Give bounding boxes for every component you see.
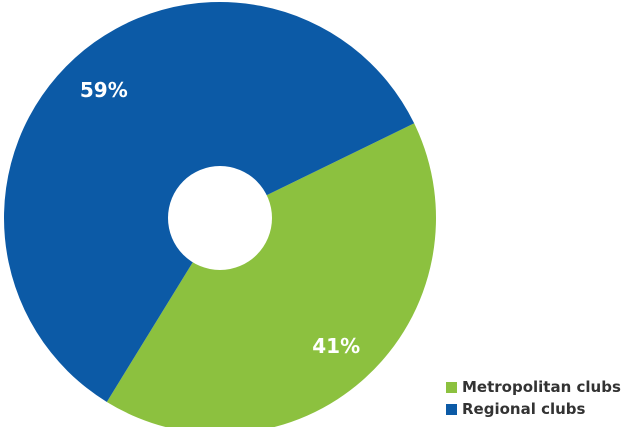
slice-label-regional: 59% [80, 78, 128, 102]
slice-label-metropolitan: 41% [312, 334, 360, 358]
legend-label-regional: Regional clubs [462, 400, 586, 418]
slice-labels: 41% 59% [80, 78, 360, 358]
legend-label-metropolitan: Metropolitan clubs [462, 378, 621, 396]
legend-swatch-regional [446, 403, 457, 415]
legend-swatch-metropolitan [446, 381, 457, 393]
legend-item-regional: Regional clubs [446, 398, 621, 420]
chart-legend: Metropolitan clubs Regional clubs [446, 376, 621, 420]
donut-hole [168, 166, 272, 270]
slice-metropolitan [106, 123, 436, 427]
legend-item-metropolitan: Metropolitan clubs [446, 376, 621, 398]
